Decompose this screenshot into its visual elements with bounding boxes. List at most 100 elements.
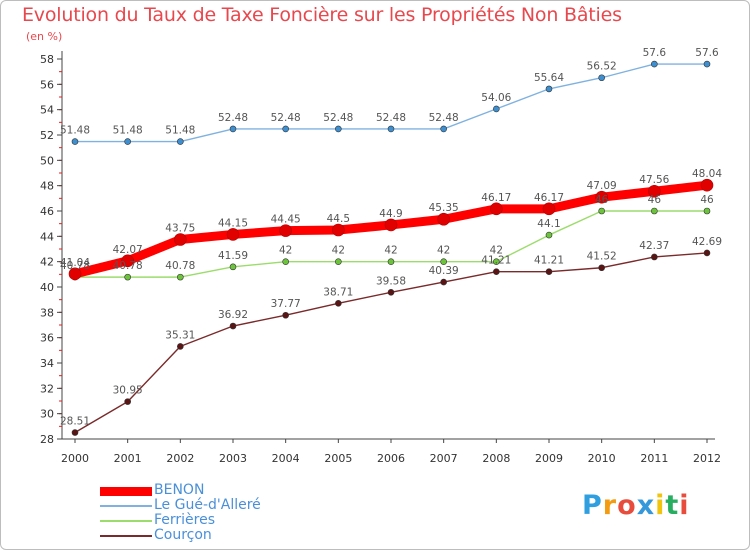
data-point xyxy=(651,207,658,215)
y-tick-label: 40 xyxy=(40,281,54,294)
data-label: 40.78 xyxy=(113,260,143,272)
data-label: 35.31 xyxy=(165,329,195,341)
y-tick-label: 50 xyxy=(40,154,54,167)
data-label: 42 xyxy=(490,245,503,257)
y-tick-label: 56 xyxy=(40,78,54,91)
data-point xyxy=(177,273,184,281)
logo-letter: r xyxy=(602,490,618,521)
data-point xyxy=(493,258,500,265)
data-label: 36.92 xyxy=(218,309,248,321)
data-point xyxy=(68,267,82,281)
data-point xyxy=(71,429,79,436)
proxiti-logo: Proxiti xyxy=(582,490,690,521)
data-point xyxy=(545,231,553,239)
data-point xyxy=(493,268,500,275)
data-point xyxy=(440,258,447,265)
data-point xyxy=(440,125,447,133)
data-point xyxy=(648,184,661,198)
data-label: 42.37 xyxy=(639,240,669,252)
data-label: 41.21 xyxy=(481,255,511,267)
data-point xyxy=(335,258,342,265)
data-point xyxy=(387,289,395,296)
data-label: 42 xyxy=(332,245,345,257)
legend-label: Courçon xyxy=(154,527,212,543)
data-point xyxy=(703,249,711,257)
data-point xyxy=(598,264,605,272)
data-point xyxy=(177,343,184,350)
data-point xyxy=(700,178,714,192)
data-point xyxy=(282,311,289,319)
data-point xyxy=(598,74,605,82)
data-label: 28.51 xyxy=(60,416,90,428)
data-label: 56.52 xyxy=(587,61,617,73)
x-tick-label: 2007 xyxy=(430,452,458,465)
data-label: 54.06 xyxy=(481,92,511,104)
data-label: 52.48 xyxy=(218,112,248,124)
data-label: 46.17 xyxy=(534,192,564,204)
legend-swatch xyxy=(100,520,152,522)
data-point xyxy=(490,202,503,216)
x-tick-label: 2000 xyxy=(61,452,89,465)
x-tick-label: 2011 xyxy=(640,452,668,465)
x-tick-label: 2002 xyxy=(166,452,194,465)
data-label: 42.69 xyxy=(692,236,722,248)
data-point xyxy=(335,125,342,133)
data-point xyxy=(598,207,605,215)
y-tick-label: 54 xyxy=(40,104,54,117)
data-label: 57.6 xyxy=(643,47,667,59)
y-tick-label: 32 xyxy=(40,382,54,395)
data-label: 41.52 xyxy=(587,251,617,263)
data-label: 51.48 xyxy=(165,125,195,137)
x-tick-label: 2004 xyxy=(272,452,300,465)
data-label: 42.07 xyxy=(113,244,143,256)
y-tick-label: 28 xyxy=(40,433,54,446)
data-point xyxy=(651,60,658,68)
data-label: 37.77 xyxy=(271,298,301,310)
legend-swatch xyxy=(100,505,152,507)
y-axis-unit-label: (en %) xyxy=(26,30,63,43)
data-label: 51.48 xyxy=(113,125,143,137)
data-point xyxy=(177,138,184,145)
x-tick-label: 2009 xyxy=(535,452,563,465)
data-point xyxy=(282,258,289,265)
data-point xyxy=(651,253,658,261)
data-point xyxy=(542,202,556,216)
x-tick-label: 2001 xyxy=(114,452,142,465)
data-label: 30.95 xyxy=(113,385,143,397)
data-point xyxy=(229,263,237,271)
data-point xyxy=(387,258,395,265)
data-label: 47.09 xyxy=(587,180,617,192)
data-label: 46 xyxy=(700,194,714,206)
data-label: 47.56 xyxy=(639,174,669,186)
data-point xyxy=(124,138,131,145)
data-point xyxy=(595,190,608,204)
x-tick-label: 2003 xyxy=(219,452,247,465)
data-point xyxy=(279,224,292,237)
logo-letter: P xyxy=(582,490,603,521)
data-point xyxy=(121,254,134,268)
data-label: 52.48 xyxy=(323,112,353,124)
x-tick-label: 2005 xyxy=(324,452,352,465)
data-label: 52.48 xyxy=(429,112,459,124)
data-label: 42 xyxy=(384,245,397,257)
data-label: 39.58 xyxy=(376,275,406,287)
legend-label: Le Gué-d'Alleré xyxy=(154,497,261,513)
data-label: 51.48 xyxy=(60,125,90,137)
data-point xyxy=(335,300,342,307)
y-tick-label: 46 xyxy=(40,205,54,218)
data-label: 44.15 xyxy=(218,217,248,229)
y-tick-label: 58 xyxy=(40,53,54,66)
logo-letter: x xyxy=(636,490,656,521)
data-point xyxy=(545,268,553,275)
data-label: 44.9 xyxy=(379,208,402,220)
data-label: 40.78 xyxy=(165,260,195,272)
data-point xyxy=(124,273,131,281)
data-label: 40.78 xyxy=(60,260,90,272)
legend-label: BENON xyxy=(154,482,205,498)
data-label: 44.5 xyxy=(327,213,350,225)
data-point xyxy=(174,233,187,246)
data-label: 46.17 xyxy=(481,192,511,204)
data-label: 43.75 xyxy=(165,223,195,235)
data-label: 57.6 xyxy=(695,47,719,59)
data-point xyxy=(282,125,289,133)
